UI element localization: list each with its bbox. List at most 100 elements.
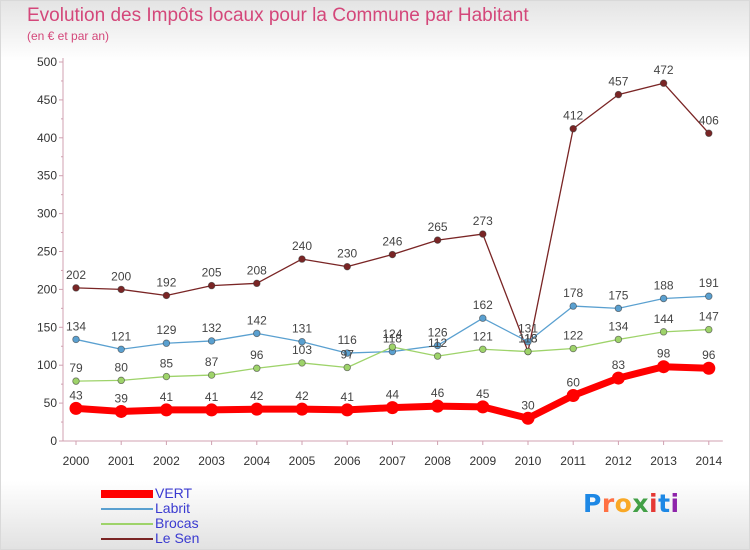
logo-letter: t	[658, 489, 671, 518]
data-point-le-sen	[659, 79, 668, 87]
logo-letter: x	[632, 489, 649, 518]
data-label-labrit: 178	[563, 286, 583, 300]
data-label-brocas: 97	[341, 347, 355, 361]
x-tick-label: 2013	[650, 454, 677, 468]
data-label-labrit: 131	[518, 322, 538, 336]
data-label-brocas: 134	[608, 319, 628, 333]
data-label-le-sen: 472	[654, 63, 674, 77]
y-tick-label: 500	[37, 55, 57, 69]
legend-label: VERT	[155, 485, 193, 501]
data-point-vert	[611, 371, 625, 385]
data-point-labrit	[433, 341, 442, 350]
data-point-le-sen	[433, 236, 442, 244]
data-label-vert: 46	[431, 386, 445, 400]
y-tick-label: 0	[50, 434, 57, 448]
data-label-labrit: 142	[247, 313, 267, 327]
data-label-le-sen: 412	[563, 109, 583, 123]
data-point-labrit	[614, 304, 623, 313]
data-label-le-sen: 265	[428, 220, 448, 234]
data-label-brocas: 103	[292, 343, 312, 357]
data-label-brocas: 96	[250, 348, 264, 362]
data-point-vert	[657, 360, 671, 374]
data-label-vert: 60	[567, 376, 581, 390]
x-tick-label: 2011	[560, 454, 586, 468]
data-label-le-sen: 406	[699, 113, 719, 127]
chart-title: Evolution des Impôts locaux pour la Comm…	[27, 5, 529, 26]
legend-label: Labrit	[155, 500, 191, 516]
data-label-le-sen: 240	[292, 239, 312, 253]
y-tick-label: 300	[37, 207, 57, 221]
data-label-labrit: 132	[202, 321, 222, 335]
y-tick-label: 100	[37, 358, 57, 372]
data-point-le-sen	[614, 90, 623, 99]
data-label-brocas: 118	[518, 332, 537, 346]
data-label-le-sen: 192	[156, 275, 176, 289]
data-point-vert	[295, 402, 309, 416]
legend-swatch	[101, 523, 153, 525]
data-label-vert: 30	[521, 398, 535, 412]
data-point-brocas	[253, 364, 261, 372]
data-point-le-sen	[117, 285, 125, 294]
data-point-le-sen	[343, 262, 351, 271]
y-tick-label: 450	[37, 93, 57, 107]
legend-item: VERT	[101, 485, 301, 502]
data-label-labrit: 188	[654, 278, 674, 292]
data-point-le-sen	[705, 129, 713, 137]
data-label-brocas: 122	[563, 329, 583, 343]
data-point-labrit	[298, 338, 306, 346]
data-point-le-sen	[162, 291, 171, 300]
data-label-brocas: 124	[382, 327, 402, 341]
data-label-brocas: 79	[69, 361, 83, 375]
data-label-labrit: 175	[608, 288, 628, 302]
data-point-le-sen	[207, 281, 216, 290]
data-label-labrit: 126	[428, 325, 448, 339]
data-point-brocas	[524, 347, 532, 356]
x-tick-label: 2006	[334, 454, 361, 468]
data-point-le-sen	[388, 250, 397, 259]
data-point-vert	[385, 401, 399, 415]
legend-item: Brocas	[101, 515, 301, 532]
data-point-labrit	[72, 335, 80, 344]
logo-letter: o	[614, 489, 633, 518]
data-label-brocas: 87	[205, 355, 219, 369]
data-label-brocas: 147	[699, 310, 719, 324]
data-label-vert: 43	[69, 388, 83, 402]
data-label-labrit: 162	[473, 298, 493, 312]
logo-letter: i	[649, 489, 659, 518]
data-point-labrit	[117, 345, 125, 353]
y-tick-label: 200	[37, 282, 57, 296]
chart-legend: VERT Labrit Brocas Le Sen	[101, 485, 301, 549]
data-point-labrit	[343, 349, 351, 357]
data-point-vert	[69, 401, 83, 415]
data-point-vert	[521, 411, 535, 425]
data-label-brocas: 85	[160, 357, 174, 371]
data-point-brocas	[117, 376, 125, 385]
y-tick-label: 400	[37, 131, 57, 145]
data-label-brocas: 80	[115, 360, 129, 374]
data-label-vert: 41	[160, 390, 174, 404]
x-tick-label: 2010	[515, 454, 542, 468]
data-point-vert	[566, 389, 580, 403]
x-tick-label: 2005	[289, 454, 316, 468]
data-label-vert: 44	[386, 388, 400, 402]
data-point-brocas	[569, 344, 577, 353]
data-point-le-sen	[479, 230, 487, 238]
data-label-le-sen: 200	[111, 269, 131, 283]
data-point-vert	[159, 403, 173, 417]
data-label-le-sen: 246	[382, 235, 402, 249]
data-label-le-sen: 202	[66, 268, 86, 282]
data-label-labrit: 116	[338, 333, 357, 347]
data-label-vert: 96	[702, 348, 716, 362]
logo-letter: i	[670, 489, 680, 518]
data-label-labrit: 121	[111, 329, 131, 343]
y-tick-label: 150	[37, 320, 57, 334]
y-tick-label: 250	[37, 245, 57, 259]
legend-item: Le Sen	[101, 530, 301, 547]
legend-label: Le Sen	[155, 530, 200, 546]
data-point-vert	[340, 403, 354, 417]
data-point-brocas	[162, 372, 171, 381]
y-tick-label: 50	[44, 396, 58, 410]
data-point-brocas	[298, 359, 306, 367]
